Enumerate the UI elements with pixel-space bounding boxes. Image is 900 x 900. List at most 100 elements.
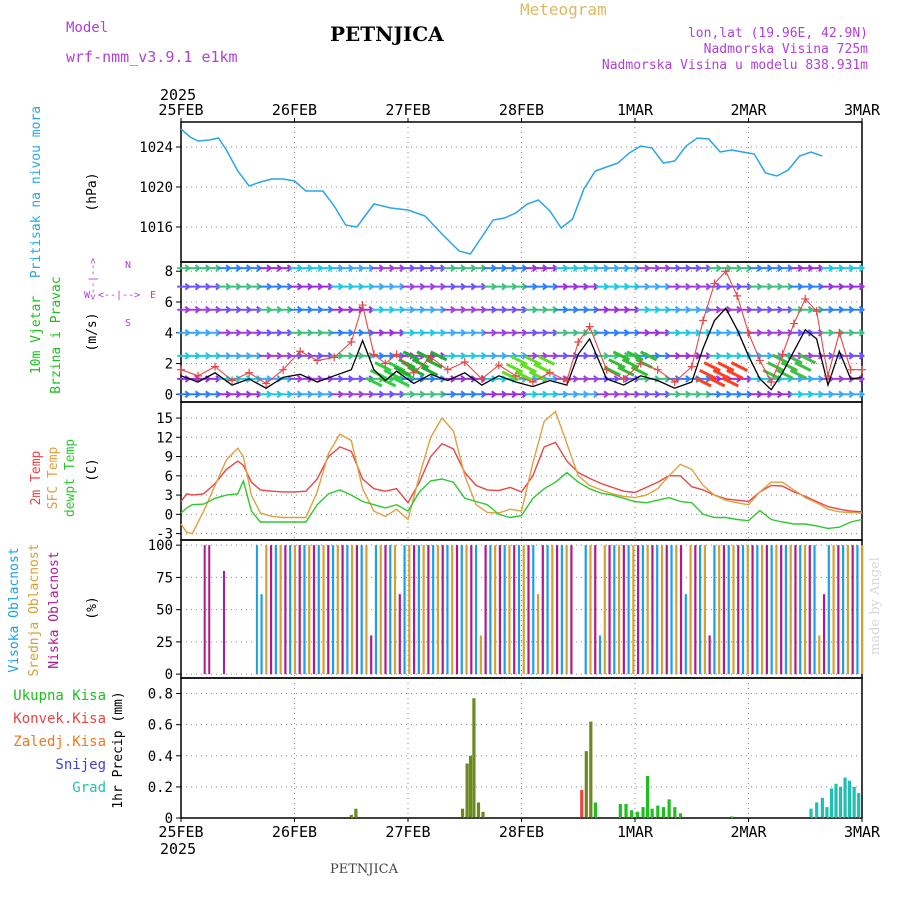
wind-direction-arrow: [616, 328, 631, 337]
product-title: Meteogram: [520, 0, 607, 19]
wind-direction-arrow: [606, 305, 620, 314]
cloud-bar: [846, 545, 849, 675]
wind-direction-arrow: [340, 328, 355, 337]
wind-direction-arrow: [534, 264, 549, 272]
cloud-bar: [532, 545, 535, 675]
wind-direction-arrow: [565, 305, 580, 314]
wind-gust-marker: [426, 353, 435, 362]
cloud-bar: [208, 545, 211, 675]
compass-north: N: [125, 260, 131, 271]
wind-direction-arrow: [493, 390, 508, 399]
temperature-axis-title-3: dewpt Temp: [63, 439, 78, 517]
wind-direction-arrow: [749, 390, 763, 399]
wind-direction-arrow: [759, 352, 774, 360]
y-tick-label: 8: [165, 264, 173, 280]
wind-gust-arrow: [717, 361, 735, 372]
wind-gust-marker: [858, 365, 866, 374]
wind-direction-arrow: [238, 390, 253, 399]
wind-gust-marker: [574, 338, 583, 346]
wind-direction-arrow: [677, 282, 692, 291]
wind-direction-arrow: [718, 390, 733, 399]
wind-direction-arrow: [749, 305, 763, 314]
wind-direction-arrow: [626, 282, 641, 291]
wind-direction-arrow: [248, 352, 263, 360]
wind-direction-arrow: [207, 390, 222, 399]
wind-direction-arrow: [207, 375, 222, 383]
wind-direction-arrow: [453, 264, 467, 272]
precip-bar: [589, 721, 593, 818]
wind-gust-arrow: [411, 358, 430, 369]
station-altitude: Nadmorska Visina 725m: [703, 42, 868, 57]
wind-direction-arrow: [320, 264, 334, 272]
wind-gust-marker: [194, 371, 203, 380]
wind-direction-arrow: [585, 264, 600, 272]
cloud-bar: [570, 545, 573, 675]
wind-direction-arrow: [340, 282, 355, 291]
wind-direction-arrow: [524, 282, 539, 291]
wind-direction-arrow: [708, 352, 723, 360]
wind-direction-arrow: [483, 282, 498, 291]
wind-direction-arrow: [381, 264, 396, 272]
wind-gust-marker: [545, 368, 554, 377]
wind-direction-arrow: [391, 390, 406, 399]
wind-direction-arrow: [800, 305, 815, 314]
wind-direction-arrow: [187, 352, 202, 360]
cloud-bar: [336, 545, 339, 675]
cloud-bar: [274, 545, 277, 675]
wind-direction-arrow: [238, 305, 253, 314]
wind-direction-arrow: [739, 282, 753, 291]
wind-direction-arrow: [299, 305, 314, 314]
wind-direction-arrow: [228, 305, 243, 314]
precip-bar: [673, 807, 677, 818]
cloud-bar: [746, 545, 749, 675]
wind-direction-arrow: [422, 375, 437, 383]
wind-direction-arrow: [718, 328, 733, 337]
panel-cloud: 0 25 50 75 100: [148, 538, 864, 683]
cloud-bar: [799, 545, 802, 675]
panel-wind: 0 2 4 6 8: [165, 261, 866, 403]
wind-direction-arrow: [248, 264, 263, 272]
wind-direction-arrow: [361, 390, 375, 399]
wind-direction-arrow: [473, 328, 488, 337]
temperature-axis-unit: (C): [85, 458, 100, 481]
wind-gust-marker: [744, 328, 753, 337]
y-tick-label: 0: [165, 387, 173, 403]
wind-direction-arrow: [207, 328, 222, 337]
cloud-axis-title-1: Visoka Oblacnost: [7, 547, 22, 672]
x-tick-label-top: 3MAR: [844, 101, 881, 119]
wind-gust-marker: [636, 359, 645, 368]
cloud-bar: [279, 545, 282, 675]
wind-direction-arrow: [514, 390, 529, 399]
wind-direction-arrow: [269, 305, 283, 314]
wind-direction-arrow: [453, 282, 467, 291]
precip-bar: [678, 813, 683, 818]
wind-direction-arrow: [585, 375, 600, 383]
wind-direction-arrow: [422, 282, 437, 291]
wind-direction-arrow: [493, 305, 508, 314]
pressure-line: [180, 128, 823, 255]
cloud-bar: [222, 570, 225, 675]
wind-direction-arrow: [657, 264, 672, 272]
wind-direction-arrow: [248, 305, 263, 314]
wind-gust-marker: [177, 365, 185, 374]
wind-direction-arrow: [238, 352, 253, 360]
y-tick-label: 15: [156, 411, 173, 427]
cloud-bar: [398, 594, 401, 675]
wind-direction-arrow: [636, 282, 651, 291]
wind-gust-arrow: [798, 353, 817, 365]
y-tick-label: 100: [148, 538, 173, 554]
cloud-bar: [837, 545, 840, 675]
cloud-bar: [374, 545, 378, 675]
y-tick-label: 75: [156, 570, 173, 586]
wind-direction-arrow: [391, 282, 406, 291]
wind-direction-arrow: [759, 328, 774, 337]
wind-direction-arrow: [463, 328, 477, 337]
wind-direction-arrow: [851, 282, 866, 291]
cloud-bar: [684, 594, 687, 675]
wind-direction-arrow: [851, 328, 866, 337]
cloud-bar: [484, 545, 487, 675]
wind-direction-arrow: [524, 305, 539, 314]
x-tick-label-top: 2MAR: [730, 101, 767, 119]
wind-gust-arrow: [721, 376, 740, 388]
wind-direction-arrow: [177, 390, 191, 399]
